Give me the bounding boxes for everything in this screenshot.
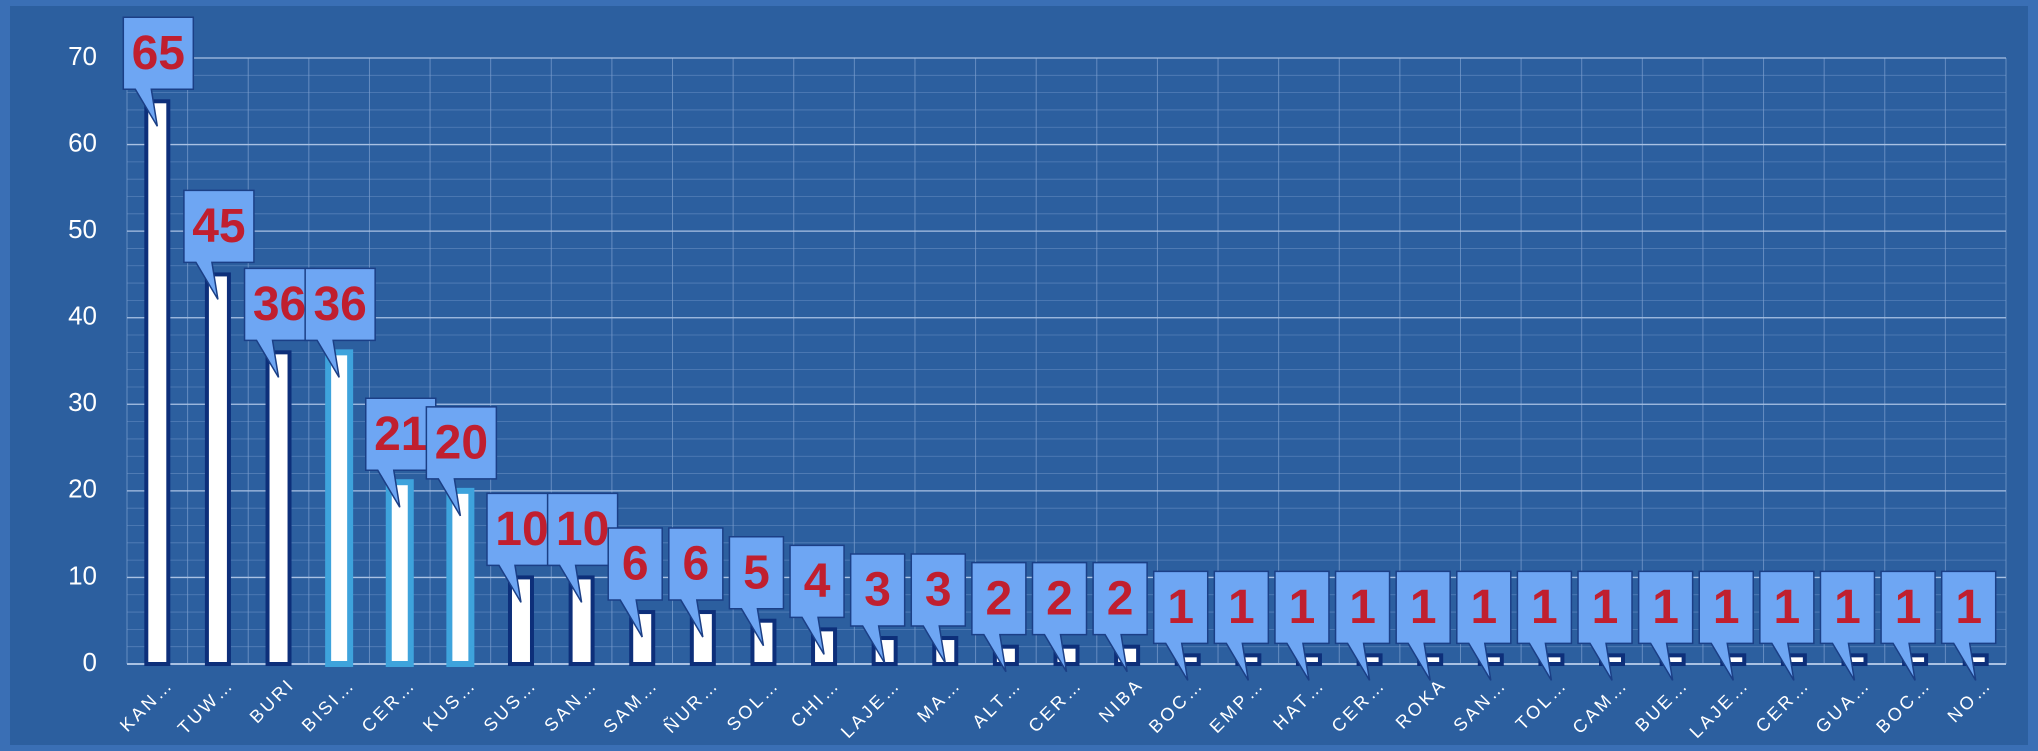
data-label: 5	[743, 546, 770, 599]
data-label: 36	[313, 278, 366, 331]
callout	[304, 267, 376, 378]
callout	[1031, 561, 1088, 673]
data-label: 10	[495, 503, 548, 556]
y-tick-label: 30	[68, 387, 97, 417]
bar	[385, 479, 414, 668]
data-label: 1	[1470, 581, 1497, 634]
callout	[668, 527, 724, 638]
callout	[1637, 570, 1694, 681]
data-label: 36	[253, 278, 306, 331]
bar	[507, 575, 534, 667]
data-label: 21	[374, 408, 427, 461]
y-tick-label: 60	[68, 127, 97, 157]
data-label: 1	[1410, 581, 1437, 634]
y-tick-label: 20	[68, 474, 97, 504]
callout	[1577, 570, 1633, 681]
callout	[1516, 570, 1573, 681]
callout	[607, 527, 663, 638]
bar	[446, 487, 475, 667]
callout	[122, 16, 195, 127]
data-label: 2	[986, 572, 1013, 625]
data-label: 3	[864, 564, 891, 617]
callout	[1819, 570, 1876, 681]
callout	[1880, 570, 1936, 681]
y-tick-label: 50	[68, 214, 97, 244]
callout	[910, 553, 967, 664]
callout	[1395, 570, 1451, 681]
callout	[789, 544, 845, 655]
data-label: 1	[1349, 581, 1376, 634]
data-label: 45	[192, 200, 245, 253]
data-label: 2	[1107, 572, 1134, 625]
data-label: 1	[1228, 581, 1255, 634]
callout	[849, 553, 906, 664]
callout	[1334, 570, 1391, 681]
data-label: 1	[1652, 581, 1679, 634]
callout	[1940, 570, 1997, 681]
data-label: 6	[682, 538, 709, 591]
bar	[144, 99, 171, 667]
data-label: 1	[1834, 581, 1861, 634]
data-label: 1	[1713, 581, 1740, 634]
data-label: 1	[1167, 581, 1194, 634]
y-tick-label: 70	[68, 41, 97, 71]
data-label: 6	[622, 538, 649, 591]
callout	[1759, 570, 1815, 681]
data-label: 1	[1774, 581, 1801, 634]
callout	[183, 189, 255, 300]
data-label: 1	[1592, 581, 1619, 634]
callout	[425, 406, 498, 517]
y-tick-label: 0	[83, 647, 97, 677]
callout	[1456, 570, 1512, 681]
data-label: 1	[1895, 581, 1922, 634]
data-label: 1	[1955, 581, 1982, 634]
data-label: 4	[804, 555, 831, 608]
data-label: 2	[1046, 572, 1073, 625]
data-label: 10	[556, 503, 609, 556]
bar	[568, 575, 595, 667]
data-label: 20	[435, 417, 488, 470]
bar	[265, 350, 292, 666]
callout	[1092, 561, 1148, 673]
callout	[1152, 570, 1209, 681]
bar	[325, 349, 354, 667]
y-tick-label: 40	[68, 301, 97, 331]
callout	[728, 535, 785, 647]
data-label: 1	[1289, 581, 1316, 634]
bar	[204, 272, 231, 666]
callout	[1698, 570, 1754, 681]
callout	[546, 492, 619, 603]
callout	[971, 561, 1027, 673]
callout	[1213, 570, 1270, 681]
y-tick-label: 10	[68, 560, 97, 590]
data-label: 1	[1531, 581, 1558, 634]
callout	[1274, 570, 1330, 681]
data-label: 3	[925, 564, 952, 617]
data-label: 65	[132, 27, 185, 80]
